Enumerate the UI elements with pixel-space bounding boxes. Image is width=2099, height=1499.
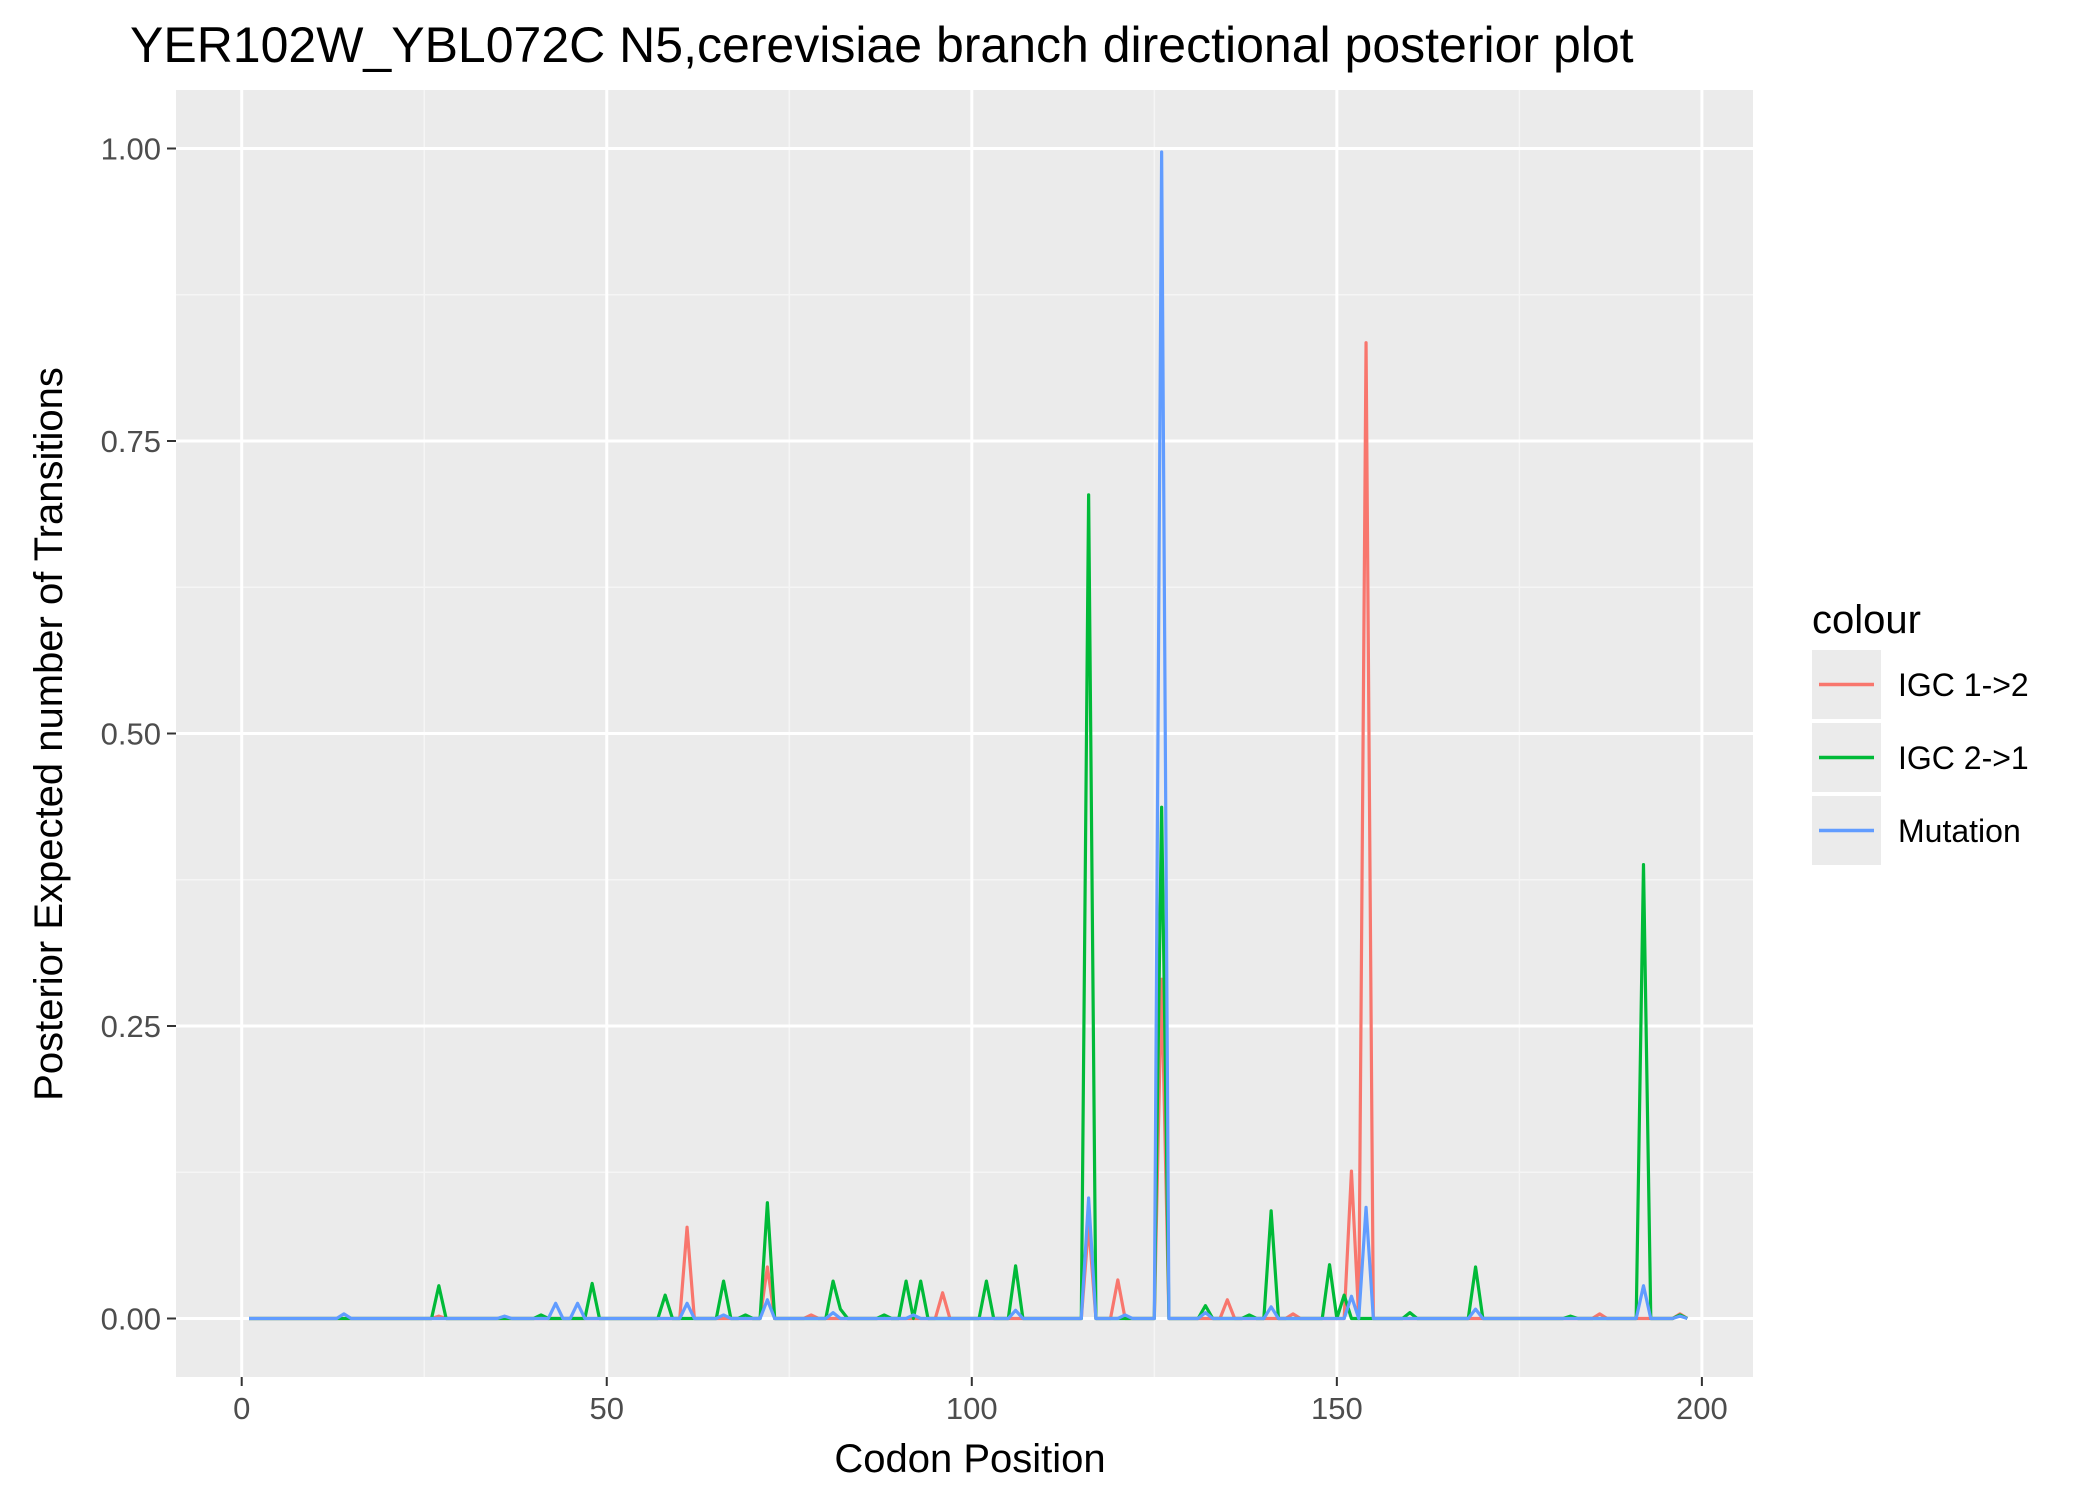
chart-title: YER102W_YBL072C N5,cerevisiae branch dir… — [130, 17, 1634, 73]
x-tick-label: 150 — [1311, 1391, 1363, 1426]
y-tick-label: 0.50 — [101, 717, 161, 752]
y-tick-label: 0.25 — [101, 1009, 161, 1044]
legend-label: IGC 1->2 — [1898, 667, 2029, 703]
x-axis-title: Codon Position — [834, 1437, 1105, 1481]
legend-label: Mutation — [1898, 813, 2021, 849]
y-tick-label: 1.00 — [101, 132, 161, 167]
y-axis-tick-labels: 0.00 0.25 0.50 0.75 1.00 — [101, 132, 161, 1337]
legend-label: IGC 2->1 — [1898, 740, 2029, 776]
legend-item-igc-2-1: IGC 2->1 — [1812, 723, 2029, 792]
x-tick-label: 50 — [590, 1391, 624, 1426]
x-tick-label: 0 — [233, 1391, 250, 1426]
y-tick-label: 0.00 — [101, 1302, 161, 1337]
x-axis-tick-labels: 0 50 100 150 200 — [233, 1391, 1728, 1426]
legend-items: IGC 1->2 IGC 2->1 Mutation — [1812, 650, 2029, 865]
legend: colour IGC 1->2 IGC 2->1 Mutation — [1812, 598, 2029, 865]
series-line-mutation — [249, 150, 1688, 1321]
x-tick-label: 100 — [946, 1391, 998, 1426]
legend-item-igc-1-2: IGC 1->2 — [1812, 650, 2029, 719]
legend-title: colour — [1812, 598, 1921, 642]
major-gridlines — [176, 90, 1753, 1377]
series-lines — [249, 150, 1689, 1321]
legend-item-mutation: Mutation — [1812, 796, 2021, 865]
x-tick-label: 200 — [1676, 1391, 1728, 1426]
y-axis-title: Posterior Expected number of Transitions — [27, 367, 71, 1101]
axis-ticks — [167, 147, 1703, 1386]
y-tick-label: 0.75 — [101, 424, 161, 459]
